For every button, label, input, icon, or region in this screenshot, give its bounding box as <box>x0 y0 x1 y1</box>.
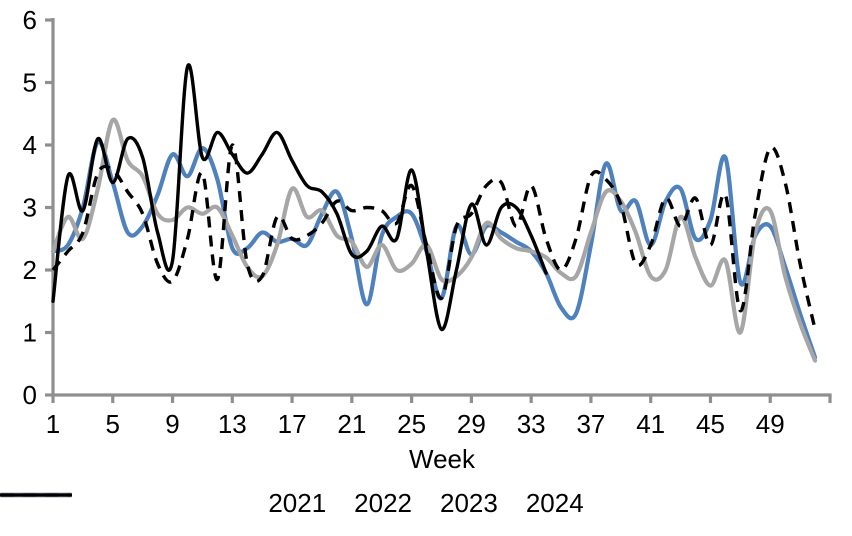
legend-label-2024: 2024 <box>525 488 584 518</box>
legend-label-2021: 2021 <box>268 488 327 518</box>
legend-swatch-2024 <box>0 493 72 497</box>
x-tick-label: 33 <box>517 409 546 439</box>
x-tick-label: 45 <box>696 409 725 439</box>
y-tick-label: 5 <box>23 68 37 98</box>
legend-item-2022: 2022 <box>0 488 412 518</box>
x-tick-label: 1 <box>46 409 60 439</box>
y-tick-label: 6 <box>23 5 37 35</box>
x-tick-label: 9 <box>165 409 179 439</box>
legend-item-2021: 2021 <box>0 488 327 518</box>
series-line-2023 <box>51 143 817 330</box>
series-line-2024 <box>51 63 548 332</box>
x-tick-label: 5 <box>106 409 120 439</box>
y-tick-label: 0 <box>23 380 37 410</box>
legend: 2021 2022 2023 2024 <box>0 490 852 516</box>
y-tick-label: 4 <box>23 130 37 160</box>
legend-label-2022: 2022 <box>354 488 412 518</box>
legend-item-2024: 2024 <box>0 488 584 518</box>
x-tick-label: 21 <box>337 409 366 439</box>
legend-item-2023: 2023 <box>1 488 498 518</box>
x-tick-label: 37 <box>576 409 605 439</box>
x-tick-label: 13 <box>218 409 247 439</box>
legend-label-2023: 2023 <box>440 488 498 518</box>
series-line-2021 <box>50 139 818 360</box>
x-tick-label: 17 <box>278 409 307 439</box>
x-tick-label: 49 <box>756 409 785 439</box>
series-line-2022 <box>50 117 818 363</box>
y-tick-label: 1 <box>23 318 37 348</box>
x-axis-title: Week <box>409 444 475 474</box>
x-tick-label: 29 <box>457 409 486 439</box>
x-tick-label: 41 <box>636 409 665 439</box>
x-tick-label: 25 <box>397 409 426 439</box>
y-tick-label: 3 <box>23 193 37 223</box>
y-tick-label: 2 <box>23 255 37 285</box>
